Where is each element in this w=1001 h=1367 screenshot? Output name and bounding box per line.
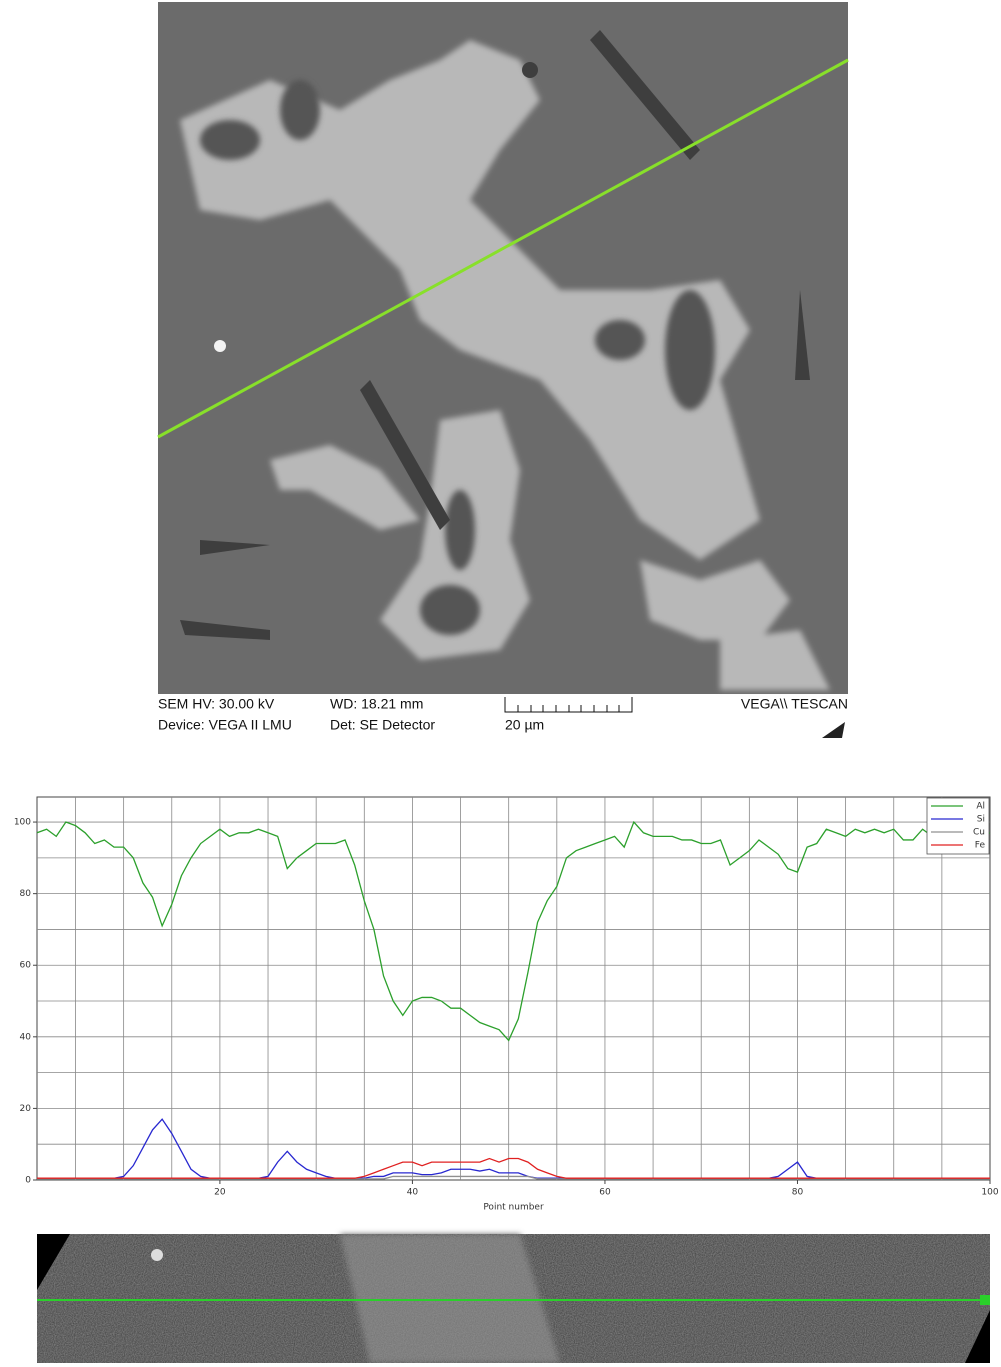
y-tick-label: 0 [25,1176,31,1186]
sem-image [157,2,849,694]
y-tick-label: 40 [20,1032,32,1042]
legend-label: Fe [975,841,986,851]
brand-logo [822,722,845,738]
line-scan-image [37,1234,990,1363]
line-chart: 0 20 40 60 80 100 20 40 60 80 100 Point number Al Si C… [14,797,999,1213]
sem-hv: SEM HV: 30.00 kV [158,696,275,712]
sem-brand: VEGA\\ TESCAN [741,696,848,712]
x-tick-label: 80 [792,1188,804,1198]
y-tick-label: 60 [20,961,32,971]
y-tick-label: 100 [14,818,31,828]
scale-bar [504,697,633,713]
x-tick-label: 60 [599,1188,611,1198]
sem-wd: WD: 18.21 mm [330,696,423,712]
sem-detector: Det: SE Detector [330,717,435,733]
sem-device: Device: VEGA II LMU [158,717,292,733]
legend-label: Cu [973,828,985,838]
series-line [36,820,991,1042]
x-axis-label: Point number [483,1203,544,1213]
y-tick-label: 80 [20,889,32,899]
legend-label: Si [977,815,985,825]
y-tick-label: 20 [20,1104,32,1114]
plot-frame [36,796,991,1181]
series-line [37,1157,990,1179]
x-tick-label: 20 [214,1188,226,1198]
sem-scale: 20 µm [505,717,544,733]
x-tick-label: 100 [981,1188,998,1198]
legend-label: Al [976,802,985,812]
series-line [37,1175,990,1180]
x-tick-label: 40 [407,1188,419,1198]
